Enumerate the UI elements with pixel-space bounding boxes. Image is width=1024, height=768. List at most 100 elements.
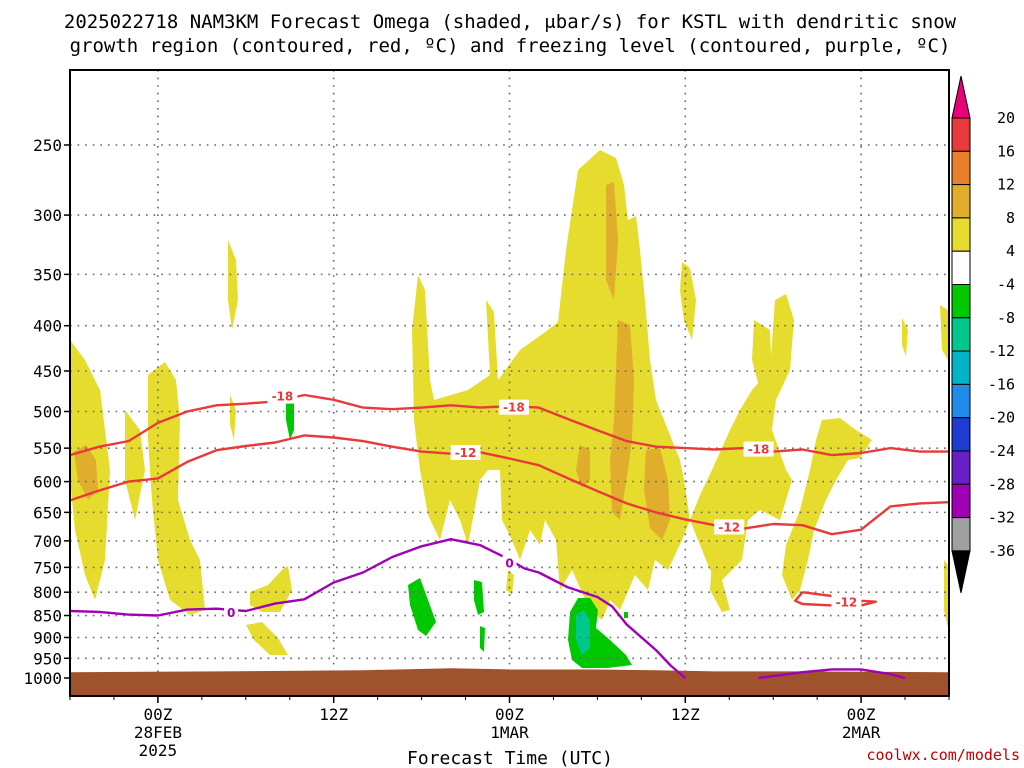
y-tick-label: 550 — [33, 439, 62, 458]
terrain-fill — [70, 668, 949, 696]
omega-region-orange — [644, 448, 670, 540]
x-tick-label: 12Z — [671, 705, 700, 724]
terrain-surface — [70, 668, 949, 696]
contour-label: -12 — [718, 520, 740, 534]
contour-freezing-level — [69, 538, 687, 679]
colorbar-swatch — [951, 450, 971, 485]
y-tick-label: 650 — [33, 503, 62, 522]
chart-title-line-1: 2025022718 NAM3KM Forecast Omega (shaded… — [64, 11, 957, 33]
omega-region-green — [474, 580, 484, 615]
x-tick-label: 2MAR — [842, 723, 881, 742]
contour-label: 0 — [227, 606, 235, 620]
colorbar-label: 20 — [997, 109, 1015, 127]
y-tick-label: 300 — [33, 206, 62, 225]
colorbar-swatch — [951, 150, 971, 186]
contour-label: -18 — [503, 401, 525, 415]
contour-label: 0 — [505, 556, 513, 570]
contour-label-bg — [714, 519, 745, 535]
colorbar-swatch — [951, 184, 971, 219]
omega-region-yellow — [752, 320, 772, 390]
y-tick-label: 700 — [33, 532, 62, 551]
omega-shading — [70, 150, 948, 668]
colorbar-label: -12 — [988, 342, 1015, 360]
omega-region-orange — [610, 320, 634, 520]
omega-region-orange — [74, 445, 98, 500]
colorbar-label: 12 — [997, 176, 1015, 194]
colorbar-label: -20 — [988, 409, 1015, 427]
omega-region-orange — [576, 445, 590, 488]
contour-label-bg — [224, 605, 239, 621]
colorbar-swatch — [951, 350, 971, 385]
omega-region-yellow — [228, 240, 238, 330]
y-tick-label: 500 — [33, 403, 62, 422]
omega-region-yellow — [680, 262, 696, 340]
colorbar-cap-top — [951, 75, 971, 119]
omega-region-orange — [606, 182, 618, 300]
colorbar: 20 16 12 8 4 -4 -8 -12 -16 -20 -24 -28 -32 -36 — [951, 75, 1015, 594]
omega-region-yellow — [940, 305, 948, 360]
colorbar-swatch — [951, 317, 971, 352]
colorbar-swatch — [951, 417, 971, 452]
y-tick-label: 850 — [33, 607, 62, 626]
omega-region-teal — [576, 610, 590, 655]
y-tick-label: 450 — [33, 362, 62, 381]
omega-region-yellow — [230, 395, 236, 440]
x-tick-label: 1MAR — [490, 723, 529, 742]
omega-region-yellow — [148, 362, 205, 615]
y-tick-label: 900 — [33, 628, 62, 647]
omega-region-yellow — [506, 570, 514, 595]
x-tick-label: 2025 — [139, 741, 178, 760]
y-axis: 250 300 350 400 450 500 550 600 650 700 750 800 850 9… — [23, 136, 70, 688]
omega-region-yellow — [250, 566, 292, 612]
colorbar-swatch — [951, 284, 971, 319]
contour-label: -12 — [455, 446, 477, 460]
contour-label-bg — [498, 399, 529, 415]
y-tick-label: 400 — [33, 317, 62, 336]
credit-text: coolwx.com/models — [866, 746, 1020, 764]
y-tick-label: 750 — [33, 558, 62, 577]
contour-label: -12 — [836, 596, 858, 610]
contour-label: -18 — [272, 390, 294, 404]
x-tick-label: 00Z — [143, 705, 172, 724]
colorbar-cap-bottom — [951, 550, 971, 594]
y-tick-label: 800 — [33, 583, 62, 602]
omega-region-green — [480, 626, 485, 652]
contour-freezing-level-lower — [758, 668, 906, 680]
omega-region-yellow — [944, 560, 948, 628]
omega-region-yellow — [902, 318, 908, 356]
colorbar-label: -16 — [988, 375, 1015, 393]
colorbar-label: -28 — [988, 475, 1015, 493]
contour-label-bg — [267, 388, 298, 404]
y-tick-label: 600 — [33, 473, 62, 492]
omega-region-yellow — [125, 410, 145, 520]
colorbar-label: -32 — [988, 509, 1015, 527]
colorbar-swatch — [951, 517, 971, 552]
contour-label: -18 — [748, 443, 770, 457]
colorbar-label: -24 — [988, 442, 1015, 460]
colorbar-label: 8 — [1006, 209, 1015, 227]
y-tick-label: 350 — [33, 265, 62, 284]
colorbar-label: -8 — [997, 309, 1015, 327]
y-tick-label: 950 — [33, 649, 62, 668]
colorbar-swatch — [951, 483, 971, 519]
x-tick-label: 00Z — [847, 705, 876, 724]
y-tick-label: 250 — [33, 136, 62, 155]
x-tick-label: 12Z — [319, 705, 348, 724]
omega-region-yellow — [710, 560, 730, 612]
omega-region-yellow — [690, 294, 794, 580]
y-tick-label: 1000 — [23, 669, 62, 688]
colorbar-label: 16 — [997, 142, 1015, 160]
omega-region-green — [408, 578, 436, 636]
omega-region-yellow — [412, 150, 690, 620]
contour-label-bg — [450, 445, 481, 461]
grid-lines — [70, 70, 949, 696]
x-tick-label: 28FEB — [134, 723, 182, 742]
contour-dendritic-minus12 — [69, 434, 950, 536]
omega-region-yellow — [246, 622, 288, 655]
contour-label-bg — [743, 441, 774, 457]
colorbar-swatch — [951, 117, 971, 152]
contour-labels: -18 -18 -18 -12 -12 -12 0 0 — [224, 388, 862, 621]
colorbar-label: 4 — [1006, 242, 1015, 260]
